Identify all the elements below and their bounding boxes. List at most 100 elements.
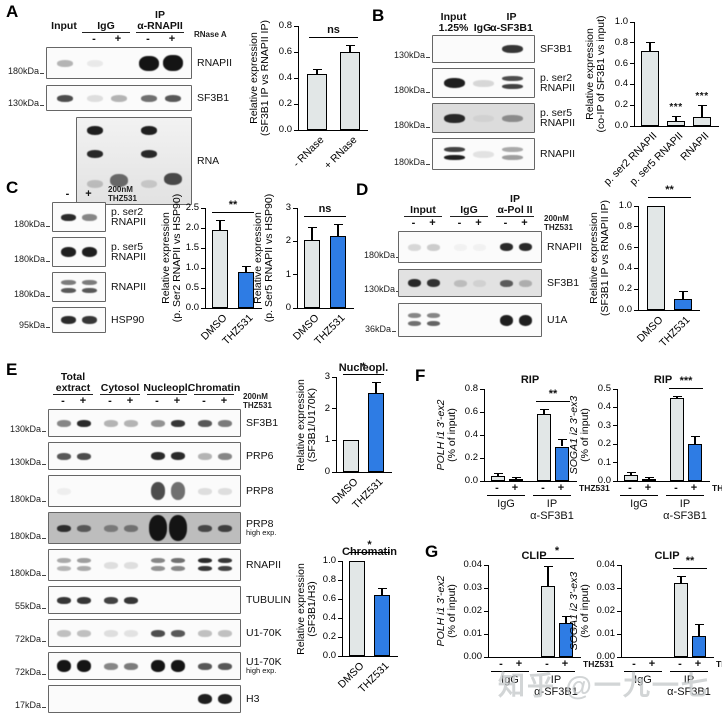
blot-band xyxy=(57,487,71,495)
y-tick-label: 0.0 xyxy=(185,302,199,313)
group-label: IP α-SF3B1 xyxy=(667,674,711,698)
blot-band xyxy=(171,452,185,460)
blot-band xyxy=(218,419,232,427)
y-tick-label: 0.2 xyxy=(618,283,632,295)
significance-label: ** xyxy=(548,387,558,400)
chart-title: CLIP xyxy=(654,550,680,562)
lane-sign: - xyxy=(678,658,682,670)
lane-group-label: Input xyxy=(410,203,436,216)
y-tick-label: 0.8 xyxy=(614,36,628,48)
blot-box xyxy=(52,272,106,302)
blot-box xyxy=(398,231,542,263)
lane-group-label: IP α-SF3B1 xyxy=(490,11,533,34)
y-tick-label: 0.00 xyxy=(596,651,616,662)
y-tick-label: 0.0 xyxy=(278,124,292,135)
y-tick-label: 0.02 xyxy=(596,605,616,616)
plot-area: ns xyxy=(298,24,368,131)
y-tick-label: 0.4 xyxy=(597,401,611,413)
blot-band xyxy=(124,561,138,569)
lane-group-label: Total extract xyxy=(55,371,91,394)
blot-band xyxy=(426,320,441,326)
blot-band xyxy=(124,629,138,637)
significance-line xyxy=(648,197,691,198)
lane-group-label: Cytosol xyxy=(100,381,140,394)
band-label: RNAPII xyxy=(197,56,233,69)
lane-sign: - xyxy=(411,217,416,229)
lane-sign: + xyxy=(114,33,122,45)
y-tick-label: 0.0 xyxy=(614,120,628,131)
band-label: SF3B1 xyxy=(197,91,230,104)
kda-marker: 130kDa xyxy=(8,424,48,437)
y-tick-label: 0.03 xyxy=(596,582,616,593)
significance-label: ** xyxy=(228,199,238,212)
y-tick-label: 0.4 xyxy=(322,612,336,623)
significance-stars: *** xyxy=(695,91,709,103)
chart-title: Nucleopl. xyxy=(338,362,389,374)
y-tick-label: 0.5 xyxy=(185,282,199,293)
significance-line xyxy=(212,212,254,214)
lane-sign: - xyxy=(495,482,499,494)
y-tick-label: 0.04 xyxy=(596,559,616,570)
treatment-label: THZ531 xyxy=(579,483,610,493)
y-tick-label: 0.4 xyxy=(618,262,632,274)
treatment-label: RNase A xyxy=(194,30,227,39)
blot-band xyxy=(171,565,185,571)
lane-sign: - xyxy=(457,217,462,229)
bar xyxy=(555,446,569,481)
y-tick-label: 0.01 xyxy=(596,628,616,639)
blot-band xyxy=(473,114,494,122)
kda-marker: 130kDa xyxy=(364,284,398,297)
lane-group-label: IgG xyxy=(473,21,492,34)
band-label: p. ser5 RNAPII xyxy=(540,106,576,129)
lane-sign: - xyxy=(108,395,112,407)
panel-label-g: G xyxy=(425,542,439,561)
blot-band xyxy=(77,524,91,532)
lane-sign: + xyxy=(557,482,565,494)
blot-box xyxy=(48,652,241,680)
y-tick-label: 0 xyxy=(324,466,330,477)
y-tick-label: 3 xyxy=(324,371,330,382)
lane-sign: + xyxy=(511,482,519,494)
lane-sign: + xyxy=(515,658,523,670)
blot-band xyxy=(502,83,523,89)
blot-band xyxy=(426,312,441,318)
blot-band xyxy=(171,660,185,672)
blot-box xyxy=(398,303,542,337)
blot-band xyxy=(407,320,422,326)
significance-line xyxy=(540,558,574,560)
bar xyxy=(541,585,555,657)
kda-marker: 180kDa xyxy=(12,289,52,302)
error-bar xyxy=(630,473,632,476)
blot-band xyxy=(104,524,118,532)
bar xyxy=(238,272,254,308)
y-tick-label: 0.04 xyxy=(463,559,483,570)
error-bar xyxy=(311,228,313,240)
kda-marker: 95kDa xyxy=(12,320,52,333)
blot-band xyxy=(472,243,487,251)
y-tick-label: 0.4 xyxy=(464,429,478,440)
significance-line xyxy=(536,400,570,402)
blot-box xyxy=(432,68,535,98)
significance-label: * xyxy=(367,539,372,551)
lane-sign: - xyxy=(92,33,96,45)
blot-band xyxy=(198,452,212,460)
blot-band xyxy=(57,660,71,672)
error-bar xyxy=(565,616,567,623)
bar xyxy=(340,52,360,130)
blot-band xyxy=(473,79,494,87)
significance-line xyxy=(343,374,384,376)
band-label: PRP6 xyxy=(246,449,274,462)
blot-band xyxy=(218,557,232,563)
significance-line xyxy=(309,37,358,39)
blot-band xyxy=(502,154,523,160)
blot-box xyxy=(48,586,241,614)
lane-sign: + xyxy=(475,217,482,229)
blot-band xyxy=(218,694,232,704)
blot-box xyxy=(48,549,241,581)
blot-band xyxy=(198,419,212,427)
lane-sign: - xyxy=(541,482,545,494)
blot-band xyxy=(104,561,118,569)
error-bar xyxy=(337,224,339,237)
blot-band xyxy=(407,243,422,251)
blot-band xyxy=(218,487,232,495)
